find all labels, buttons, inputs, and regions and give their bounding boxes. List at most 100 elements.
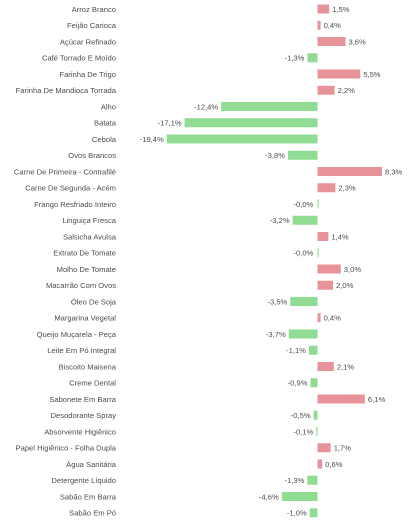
category-label-oleo-de-soja: Óleo De Soja [71, 297, 117, 306]
bar-sabonete-em-barra [317, 394, 365, 404]
category-label-salsicha-avulsa: Salsicha Avulsa [63, 232, 117, 241]
category-label-queijo-mucarela-peca: Queijo Muçarela - Peça [37, 330, 117, 339]
value-label-oleo-de-soja: -3,5% [267, 297, 287, 306]
bar-carne-de-segunda-acem [317, 183, 336, 193]
bar-arroz-branco [317, 4, 330, 14]
bar-batata [184, 118, 318, 128]
bar-acucar-refinado [317, 37, 346, 46]
bar-oleo-de-soja [290, 297, 318, 306]
bar-leite-em-po-integral [308, 345, 318, 355]
category-label-molho-de-tomate: Molho De Tomate [57, 265, 116, 274]
value-label-feijao-carioca: 0,4% [324, 21, 342, 30]
value-label-queijo-mucarela-peca: -3,7% [266, 330, 286, 339]
bar-detergente-liquido [307, 475, 318, 485]
value-label-sabao-em-po: -1,0% [287, 509, 307, 518]
value-label-sabonete-em-barra: 6,1% [368, 395, 386, 404]
category-label-extrato-de-tomate: Extrato De Tomate [53, 249, 116, 258]
value-label-biscoito-maisena: 2,1% [337, 362, 355, 371]
value-label-sabao-em-barra: -4,6% [259, 492, 279, 501]
bars-layer [166, 4, 382, 518]
bar-alho [221, 102, 318, 111]
bar-molho-de-tomate [317, 264, 341, 274]
category-label-detergente-liquido: Detergente Líquido [51, 476, 116, 485]
value-label-desodorante-spray: -0,5% [291, 411, 311, 420]
bar-carne-de-primeira-contrafile [317, 167, 382, 176]
bar-linguica-fresca [292, 215, 318, 225]
value-label-cebola: -19,4% [140, 135, 164, 144]
category-label-batata: Batata [94, 119, 117, 128]
bar-cafe-torrado-e-moido [307, 53, 318, 63]
value-label-alho: -12,4% [194, 102, 218, 111]
bar-extrato-de-tomate [317, 248, 319, 258]
value-label-creme-dental: -0,9% [288, 379, 308, 388]
bar-desodorante-spray [313, 410, 318, 420]
category-label-carne-de-primeira-contrafile: Carne De Primeira - Contrafilé [14, 167, 116, 176]
bar-farinha-de-trigo [317, 69, 361, 79]
category-label-leite-em-po-integral: Leite Em Pó Integral [47, 346, 116, 355]
bar-ovos-brancos [287, 150, 318, 160]
value-label-papel-higienico-folha-dupla: 1,7% [334, 444, 352, 453]
value-label-extrato-de-tomate: -0,0% [293, 249, 313, 258]
bar-farinha-de-mandioca-torrada [317, 85, 335, 95]
bar-margarina-vegetal [317, 313, 321, 323]
value-label-agua-sanitaria: 0,6% [325, 460, 343, 469]
category-label-sabao-em-po: Sabão Em Pó [69, 509, 116, 518]
value-label-linguica-fresca: -3,2% [270, 216, 290, 225]
value-label-farinha-de-trigo: 5,5% [363, 70, 381, 79]
category-label-arroz-branco: Arroz Branco [72, 5, 116, 14]
category-label-sabonete-em-barra: Sabonete Em Barra [49, 395, 116, 404]
value-label-absorvente-higienico: -0,1% [293, 427, 313, 436]
category-label-cebola: Cebola [92, 135, 117, 144]
value-label-batata: -17,1% [158, 119, 182, 128]
bar-agua-sanitaria [317, 459, 323, 469]
category-label-agua-sanitaria: Água Sanitária [66, 460, 117, 469]
value-label-leite-em-po-integral: -1,1% [286, 346, 306, 355]
value-label-carne-de-primeira-contrafile: 8,3% [385, 167, 403, 176]
category-label-creme-dental: Creme Dental [69, 379, 116, 388]
bar-sabao-em-barra [281, 492, 318, 501]
category-label-biscoito-maisena: Biscoito Maisena [59, 362, 117, 371]
value-label-margarina-vegetal: 0,4% [324, 314, 342, 323]
value-label-molho-de-tomate: 3,0% [344, 265, 362, 274]
value-label-arroz-branco: 1,5% [332, 5, 350, 14]
value-label-ovos-brancos: -3,8% [265, 151, 285, 160]
bar-salsicha-avulsa [317, 232, 329, 241]
bar-papel-higienico-folha-dupla [317, 443, 331, 453]
value-label-carne-de-segunda-acem: 2,3% [338, 184, 356, 193]
category-label-absorvente-higienico: Absorvente Higiênico [44, 427, 116, 436]
category-label-sabao-em-barra: Sabão Em Barra [60, 492, 117, 501]
category-label-cafe-torrado-e-moido: Café Torrado E Moído [42, 54, 116, 63]
category-label-farinha-de-trigo: Farinha De Trigo [59, 70, 116, 79]
category-label-farinha-de-mandioca-torrada: Farinha De Mandioca Torrada [16, 86, 117, 95]
category-label-papel-higienico-folha-dupla: Papel Higiênico - Folha Dupla [16, 444, 117, 453]
category-label-alho: Alho [101, 102, 116, 111]
bar-queijo-mucarela-peca [288, 329, 318, 339]
value-label-macarrao-com-ovos: 2,0% [336, 281, 354, 290]
bar-frango-resfriado-inteiro [317, 199, 319, 209]
value-label-salsicha-avulsa: 1,4% [331, 232, 349, 241]
bar-biscoito-maisena [317, 362, 334, 371]
labels-layer: Arroz Branco 1,5% Feijão Carioca 0,4% Açúcar… [14, 5, 403, 518]
category-label-frango-resfriado-inteiro: Frango Resfriado Inteiro [34, 200, 116, 209]
bar-feijao-carioca [317, 20, 321, 30]
bar-cebola [166, 134, 318, 144]
category-label-linguica-fresca: Linguiça Fresca [62, 216, 116, 225]
category-label-margarina-vegetal: Margarina Vegetal [54, 314, 116, 323]
category-label-macarrao-com-ovos: Macarrão Com Ovos [46, 281, 116, 290]
value-label-acucar-refinado: 3,6% [348, 37, 366, 46]
category-label-carne-de-segunda-acem: Carne De Segunda - Acém [25, 184, 116, 193]
bar-absorvente-higienico [316, 427, 318, 436]
bar-creme-dental [310, 378, 318, 388]
value-label-cafe-torrado-e-moido: -1,3% [285, 54, 305, 63]
value-label-frango-resfriado-inteiro: -0,0% [293, 200, 313, 209]
bar-macarrao-com-ovos [317, 280, 334, 290]
category-label-feijao-carioca: Feijão Carioca [67, 21, 117, 30]
category-label-acucar-refinado: Açúcar Refinado [60, 37, 116, 46]
category-label-ovos-brancos: Ovos Brancos [68, 151, 116, 160]
value-label-detergente-liquido: -1,3% [285, 476, 305, 485]
category-label-desodorante-spray: Desodorante Spray [51, 411, 117, 420]
value-label-farinha-de-mandioca-torrada: 2,2% [338, 86, 356, 95]
bar-sabao-em-po [309, 508, 318, 518]
